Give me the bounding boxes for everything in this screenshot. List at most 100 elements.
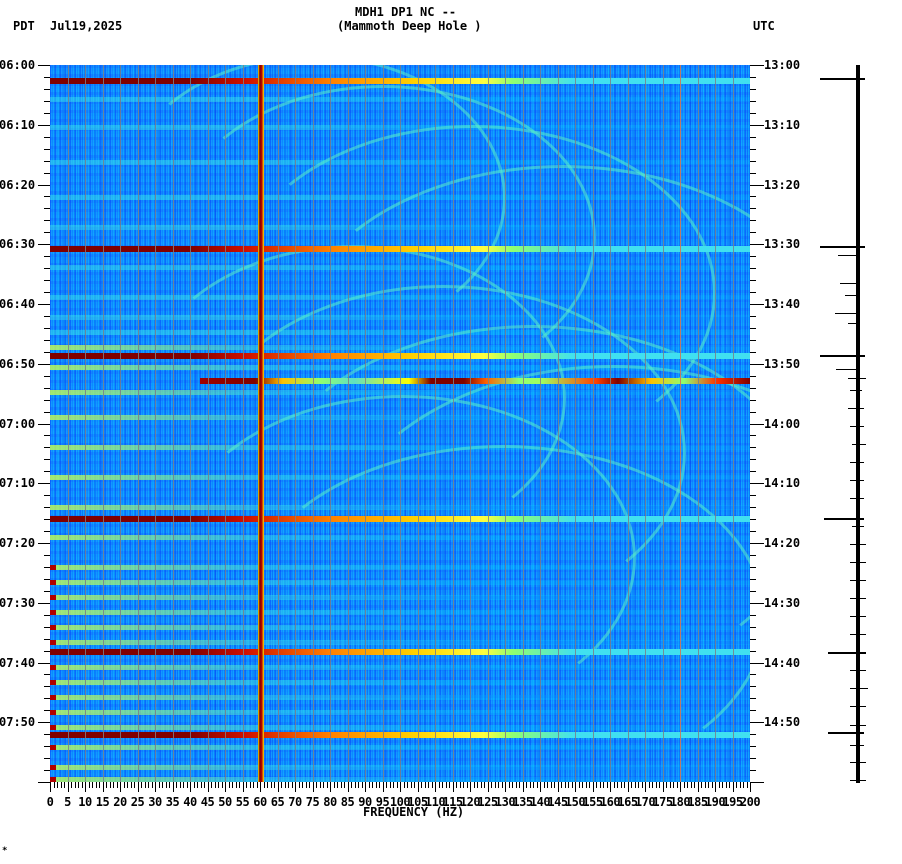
y-tick-left [38, 244, 50, 246]
y-tick-left [44, 88, 50, 90]
y-tick-right [750, 76, 756, 78]
x-tick [204, 782, 205, 788]
x-axis-title: FREQUENCY (HZ) [363, 805, 465, 819]
gridline [242, 65, 244, 782]
y-tick-label-left: 07:30 [0, 595, 36, 610]
x-tick-label: 115 [442, 795, 463, 809]
x-tick [533, 782, 534, 788]
x-tick [274, 782, 275, 788]
x-tick [393, 782, 394, 788]
x-tick [708, 782, 709, 788]
gridline [382, 65, 384, 782]
seismogram-spike [850, 544, 866, 545]
x-tick [67, 782, 69, 792]
x-tick [169, 782, 170, 788]
y-tick-right [750, 244, 764, 246]
seismogram-spike [820, 78, 865, 80]
x-tick [732, 782, 734, 792]
x-tick [179, 782, 181, 788]
y-tick-right [750, 495, 756, 497]
y-tick-right [750, 698, 756, 700]
y-tick-left [44, 531, 50, 533]
footer-mark: * [2, 846, 8, 856]
seismogram-trace [820, 65, 880, 785]
y-tick-left [44, 614, 50, 616]
x-tick [242, 782, 244, 792]
y-tick-label-right: 13:40 [764, 297, 801, 311]
y-tick-label-left: 07:40 [0, 655, 36, 670]
y-tick-right [750, 531, 756, 533]
x-tick [239, 782, 240, 788]
x-tick-label: 180 [669, 795, 691, 809]
x-tick [687, 782, 688, 788]
y-tick-right [750, 375, 756, 377]
x-tick [64, 782, 65, 788]
x-tick [543, 782, 545, 788]
y-tick-label-right: 14:10 [764, 476, 801, 491]
x-tick [253, 782, 254, 788]
x-tick [676, 782, 678, 788]
x-tick [151, 782, 153, 788]
x-tick [610, 782, 611, 792]
x-tick [554, 782, 555, 788]
low-freq-burst [50, 665, 56, 670]
x-tick-label: 20 [113, 795, 127, 809]
y-tick-left [44, 411, 50, 413]
x-tick [71, 782, 72, 788]
y-tick-left [44, 232, 50, 234]
y-tick-left [44, 76, 50, 78]
y-tick-right [750, 662, 764, 664]
x-tick [298, 782, 300, 788]
x-tick [424, 782, 426, 788]
x-tick [260, 782, 261, 792]
y-tick-label-left: 06:30 [0, 237, 36, 252]
y-tick-right [750, 363, 764, 365]
x-tick [165, 782, 167, 788]
x-tick [477, 782, 478, 788]
x-tick [81, 782, 83, 788]
x-tick [85, 782, 86, 792]
y-tick-right [750, 196, 756, 198]
x-tick [487, 782, 489, 792]
y-tick-left [44, 507, 50, 509]
x-tick [428, 782, 429, 788]
x-tick [526, 782, 527, 788]
x-tick [309, 782, 310, 788]
x-tick [582, 782, 583, 788]
x-tick [578, 782, 580, 788]
x-tick [361, 782, 363, 788]
seismogram-spike [820, 355, 865, 357]
x-tick [141, 782, 142, 788]
y-tick-right [750, 638, 756, 640]
date-label: Jul19,2025 [50, 19, 123, 33]
x-tick [508, 782, 510, 788]
x-tick [715, 782, 716, 792]
x-tick [284, 782, 286, 788]
y-tick-right [750, 507, 756, 509]
x-tick [529, 782, 531, 788]
x-tick [442, 782, 443, 788]
gridline [347, 65, 349, 782]
gridline [295, 65, 296, 782]
x-tick [631, 782, 632, 788]
seismogram-baseline [856, 65, 860, 783]
y-tick-right [750, 304, 764, 305]
x-tick [571, 782, 573, 788]
x-tick [680, 782, 681, 792]
x-tick [326, 782, 328, 788]
y-tick-left [44, 638, 50, 640]
y-tick-left [44, 148, 50, 150]
gridline [102, 65, 104, 782]
y-tick-label-left: 07:50 [0, 715, 36, 730]
x-tick [337, 782, 338, 788]
gridline [417, 65, 419, 782]
station-subtitle: (Mammoth Deep Hole ) [337, 19, 482, 33]
x-tick [158, 782, 160, 788]
seismogram-spike [850, 462, 864, 463]
y-tick-left [44, 519, 50, 521]
x-tick [183, 782, 184, 788]
gridline [155, 65, 156, 782]
y-tick-right [750, 770, 756, 772]
y-tick-right [750, 351, 756, 353]
seismogram-spike [850, 580, 866, 581]
